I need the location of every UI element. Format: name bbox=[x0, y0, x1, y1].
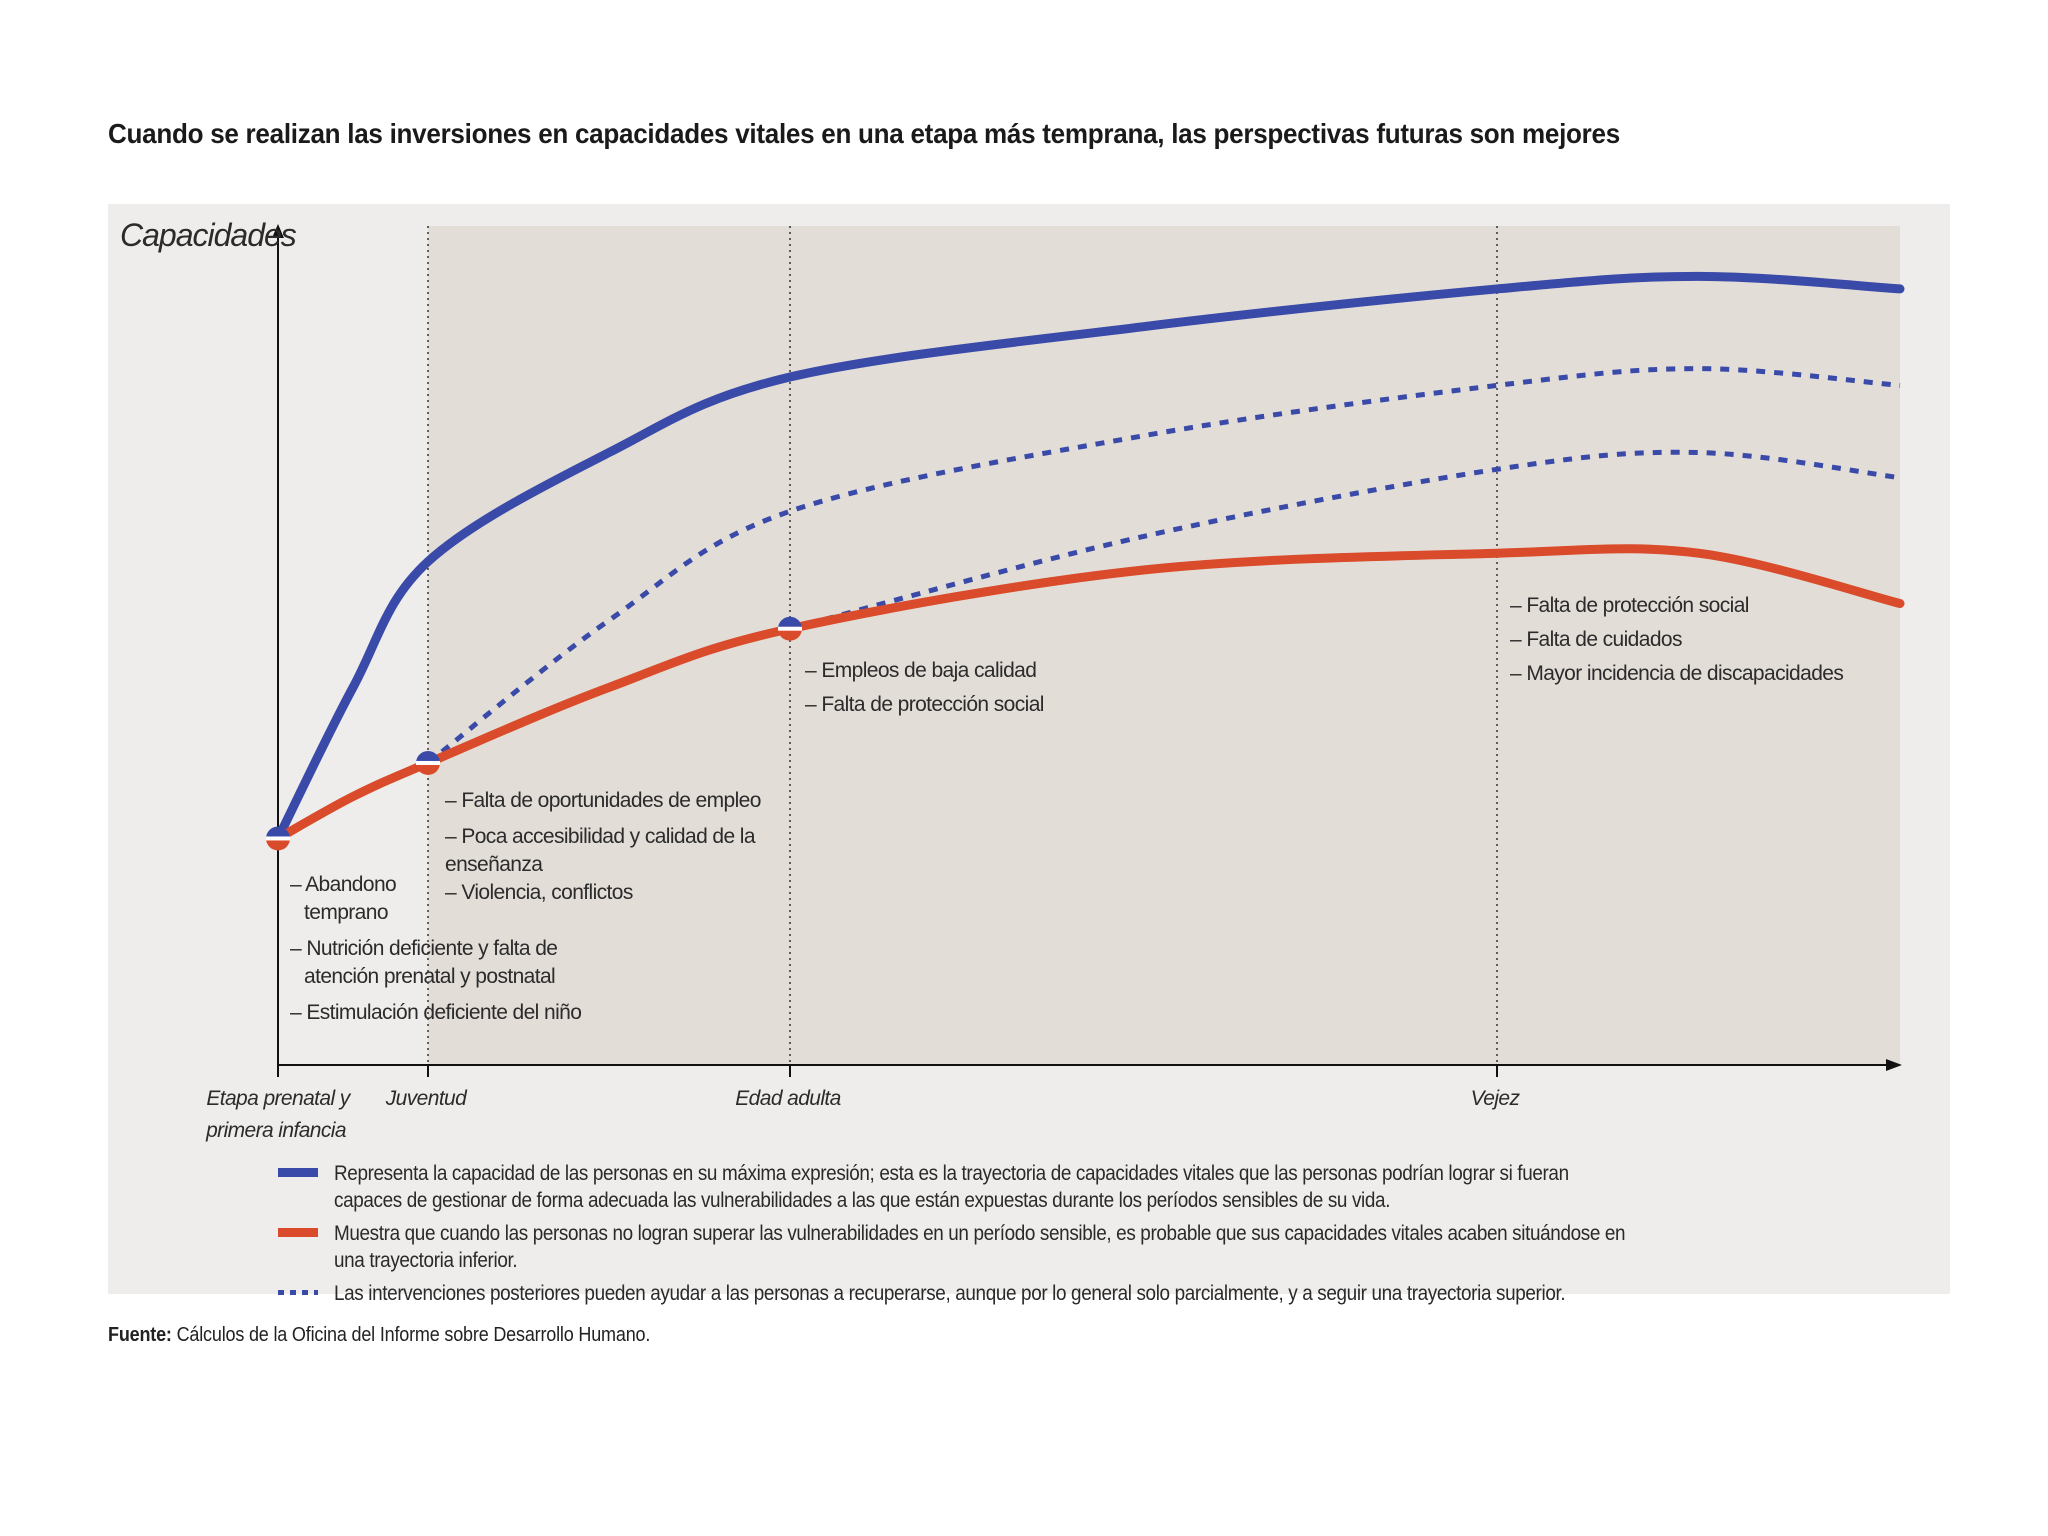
legend-swatch-blue bbox=[278, 1160, 318, 1184]
x-tick-label: primera infancia bbox=[205, 1119, 346, 1142]
y-axis-arrow-icon bbox=[272, 224, 284, 238]
legend-text-recovery: Las intervenciones posteriores pueden ay… bbox=[334, 1282, 1566, 1305]
critical-point-marker bbox=[266, 826, 290, 851]
x-tick-label: Etapa prenatal y bbox=[206, 1087, 351, 1110]
annotation-text: – Poca accesibilidad y calidad de la bbox=[445, 825, 756, 848]
annotation-text: enseñanza bbox=[445, 853, 543, 876]
legend-swatch-red bbox=[278, 1220, 318, 1244]
annotation-text: – Falta de oportunidades de empleo bbox=[445, 789, 761, 812]
legend-item-recovery: Las intervenciones posteriores pueden ay… bbox=[278, 1280, 1778, 1307]
annotation-text: – Mayor incidencia de discapacidades bbox=[1510, 662, 1843, 685]
critical-point-marker bbox=[778, 616, 802, 641]
source-note: Fuente: Cálculos de la Oficina del Infor… bbox=[108, 1324, 650, 1347]
series-line-recovery-low bbox=[789, 449, 1901, 632]
annotation-text: temprano bbox=[304, 901, 388, 924]
chart-title: Cuando se realizan las inversiones en ca… bbox=[108, 118, 1620, 149]
critical-point-marker bbox=[416, 750, 440, 775]
legend-item-optimal: Representa la capacidad de las personas … bbox=[278, 1160, 1778, 1214]
legend-text-inferior: Muestra que cuando las personas no logra… bbox=[334, 1222, 1626, 1272]
annotation-text: – Falta de protección social bbox=[1510, 594, 1749, 617]
source-text: Cálculos de la Oficina del Informe sobre… bbox=[176, 1324, 651, 1346]
annotation-text: – Falta de cuidados bbox=[1510, 628, 1682, 651]
legend-text-optimal: Representa la capacidad de las personas … bbox=[334, 1162, 1569, 1212]
x-tick-label: Vejez bbox=[1471, 1087, 1521, 1110]
legend-item-inferior: Muestra que cuando las personas no logra… bbox=[278, 1220, 1778, 1274]
annotation-text: – Falta de protección social bbox=[805, 693, 1044, 716]
annotation-text: – Violencia, conflictos bbox=[445, 881, 633, 904]
series-line-optimal bbox=[273, 271, 1905, 843]
y-axis-title: Capacidades bbox=[120, 217, 297, 253]
annotation-text: – Empleos de baja calidad bbox=[805, 659, 1036, 682]
x-axis-arrow-icon bbox=[1886, 1059, 1902, 1071]
shaded-region bbox=[428, 226, 1900, 1065]
source-label: Fuente: bbox=[108, 1324, 172, 1346]
annotation-text: – Nutrición deficiente y falta de bbox=[290, 937, 557, 960]
series-line-recovery-high bbox=[426, 366, 1901, 765]
annotation-text: atención prenatal y postnatal bbox=[304, 965, 555, 988]
chart-area: Capacidades Etapa prenatal y primera infan… bbox=[120, 217, 1905, 1142]
legend-swatch-dashed bbox=[278, 1280, 318, 1304]
annotation-text: – Estimulación deficiente del niño bbox=[290, 1001, 581, 1024]
x-tick-label: Edad adulta bbox=[735, 1087, 841, 1110]
x-tick-label: Juventud bbox=[385, 1087, 468, 1110]
legend: Representa la capacidad de las personas … bbox=[278, 1160, 1778, 1313]
annotation-text: – Abandono bbox=[290, 873, 396, 896]
